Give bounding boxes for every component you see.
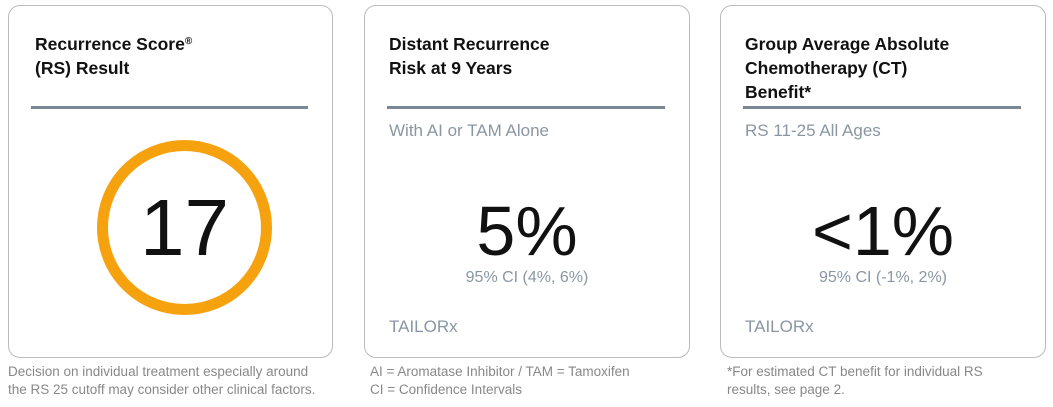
card-subtitle: With AI or TAM Alone (389, 121, 549, 140)
divider (743, 106, 1021, 109)
benefit-value: <1% (811, 192, 955, 270)
title-line: Group Average Absolute (745, 34, 950, 54)
source-label: TAILORx (745, 317, 814, 336)
title-line: (RS) Result (35, 58, 130, 78)
score-ring: 17 (97, 140, 272, 315)
confidence-interval: 95% CI (4%, 6%) (465, 269, 589, 286)
footnote-line: Decision on individual treatment especia… (8, 364, 309, 379)
card-title: Recurrence Score® (RS) Result (35, 32, 192, 80)
card-title: Distant Recurrence Risk at 9 Years (389, 32, 549, 80)
divider (387, 106, 665, 109)
card-title: Group Average Absolute Chemotherapy (CT) B… (745, 32, 949, 104)
chemotherapy-benefit-card: Group Average Absolute Chemotherapy (CT) B… (720, 5, 1046, 358)
divider (31, 106, 308, 109)
title-line: Benefit* (745, 82, 812, 102)
footnote-line: *For estimated CT benefit for individual… (727, 364, 983, 379)
card-subtitle: RS 11-25 All Ages (745, 121, 881, 140)
title-line: Recurrence Score (35, 34, 185, 54)
title-line: Chemotherapy (CT) (745, 58, 908, 78)
footnote-line: results, see page 2. (727, 382, 845, 397)
footnote-3: *For estimated CT benefit for individual… (727, 363, 983, 399)
risk-value: 5% (476, 192, 578, 270)
recurrence-score-card: Recurrence Score® (RS) Result 17 (8, 5, 333, 358)
registered-mark: ® (184, 36, 193, 47)
footnote-2: AI = Aromatase Inhibitor / TAM = Tamoxif… (370, 363, 630, 399)
footnote-1: Decision on individual treatment especia… (8, 363, 315, 399)
confidence-interval: 95% CI (-1%, 2%) (818, 269, 948, 286)
title-line: Risk at 9 Years (389, 58, 513, 78)
title-line: Distant Recurrence (389, 34, 550, 54)
footnote-line: AI = Aromatase Inhibitor / TAM = Tamoxif… (370, 364, 630, 379)
score-value: 17 (140, 182, 229, 272)
footnote-line: the RS 25 cutoff may consider other clin… (8, 382, 316, 397)
source-label: TAILORx (389, 317, 458, 336)
distant-recurrence-card: Distant Recurrence Risk at 9 Years With A… (364, 5, 690, 358)
footnote-line: CI = Confidence Intervals (370, 382, 522, 397)
